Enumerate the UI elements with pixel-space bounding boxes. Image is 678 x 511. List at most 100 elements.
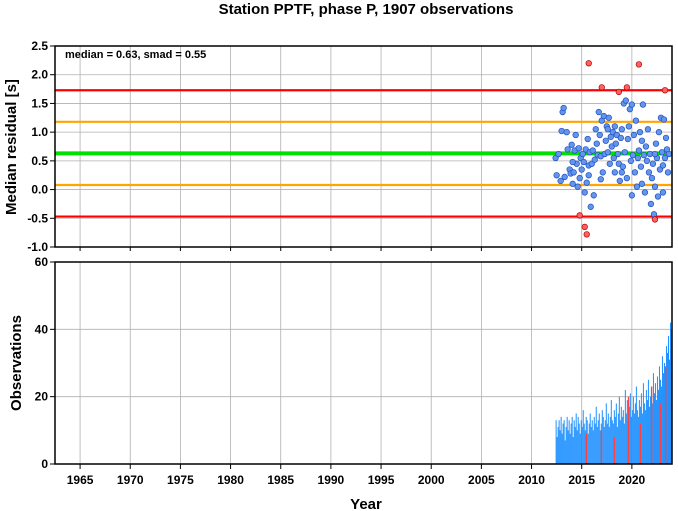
observation-bar xyxy=(642,383,644,464)
residual-point xyxy=(593,140,600,147)
residual-point xyxy=(570,169,577,176)
outlier-point xyxy=(661,87,669,94)
observation-bar xyxy=(624,389,626,464)
observation-bar xyxy=(651,403,653,464)
observation-bar xyxy=(592,430,594,464)
residual-y-tick-label: 0.0 xyxy=(31,183,48,197)
observation-bar xyxy=(558,420,560,464)
residual-point xyxy=(564,146,571,153)
year-x-axis-label: Year xyxy=(350,496,382,511)
observation-bar xyxy=(630,416,632,464)
observation-bar xyxy=(561,433,563,464)
residual-point xyxy=(637,163,645,170)
residual-point xyxy=(604,126,611,133)
observation-bar xyxy=(637,416,639,464)
outlier-observation-bar xyxy=(659,403,662,464)
outlier-observation-bar xyxy=(650,386,653,464)
residual-point xyxy=(592,126,599,133)
residual-point xyxy=(585,172,592,179)
median-smad-annotation: median = 0.63, smad = 0.55 xyxy=(65,49,206,61)
outlier-observation-bar xyxy=(627,396,630,464)
residual-point xyxy=(623,174,631,182)
outlier-point xyxy=(583,231,590,238)
year-x-tick-label: 1990 xyxy=(318,473,345,487)
residual-y-axis-label: Median residual [s] xyxy=(3,79,20,215)
observation-bar xyxy=(633,413,635,464)
residual-point xyxy=(606,160,613,167)
residual-point xyxy=(553,172,560,179)
observation-bar xyxy=(667,336,669,464)
residual-point xyxy=(569,180,576,187)
outlier-point xyxy=(635,61,643,68)
observation-bar xyxy=(656,376,658,464)
observation-bar xyxy=(560,416,562,464)
observation-bar xyxy=(621,416,623,464)
residual-point xyxy=(597,176,604,183)
residual-point xyxy=(616,177,623,185)
observation-bar xyxy=(649,396,651,464)
residual-point xyxy=(624,135,632,143)
residual-point xyxy=(602,137,609,144)
observations-bars xyxy=(555,322,672,464)
observation-bar xyxy=(614,416,616,464)
residual-y-tick-label: 1.0 xyxy=(31,125,48,139)
outlier-point xyxy=(623,84,631,91)
observation-bar xyxy=(648,406,650,464)
observation-bar xyxy=(638,400,640,464)
residual-point xyxy=(634,154,642,162)
residual-point xyxy=(651,183,659,190)
residual-point xyxy=(640,151,648,159)
observation-bar xyxy=(572,437,574,464)
residual-point xyxy=(627,157,635,165)
observation-bar xyxy=(662,373,664,464)
residual-point xyxy=(659,189,667,196)
residual-y-ticks: -1.0 -0.5 0.0 0.5 1.0 1.5 2.0 2.5 xyxy=(27,39,633,254)
residual-point xyxy=(644,126,652,133)
observation-bar xyxy=(631,410,633,464)
observation-bar xyxy=(658,366,660,464)
observation-bar xyxy=(644,410,646,464)
year-x-tick-label: 1965 xyxy=(67,473,94,487)
observation-bar xyxy=(587,433,589,464)
outlier-observation-bar xyxy=(585,433,588,464)
residual-point xyxy=(583,179,590,186)
residual-point xyxy=(662,134,670,142)
residual-point xyxy=(649,160,657,167)
observations-y-axis-label: Observations xyxy=(8,315,25,411)
residual-point xyxy=(651,150,659,158)
year-x-tick-label: 2005 xyxy=(468,473,495,487)
observation-bar xyxy=(555,420,557,464)
residual-point xyxy=(568,141,575,148)
outlier-point xyxy=(651,216,659,223)
residual-point xyxy=(604,149,611,156)
observation-bar xyxy=(620,406,622,464)
observation-bar xyxy=(604,420,606,464)
residual-point xyxy=(618,126,625,133)
outlier-observation-bar xyxy=(600,430,603,464)
residual-point xyxy=(591,156,598,163)
year-x-tick-label: 2020 xyxy=(619,473,646,487)
year-x-ticks: 1965 1970 1975 1980 1985 1990 1995 2000 2005 2010… xyxy=(67,464,646,487)
observation-bar xyxy=(581,426,583,464)
residual-point xyxy=(630,131,638,139)
observation-bar xyxy=(623,423,625,464)
residual-point xyxy=(659,162,667,169)
residual-point xyxy=(576,174,583,182)
observation-bar xyxy=(655,400,657,464)
observation-bar xyxy=(618,396,620,464)
observation-bar xyxy=(556,437,558,464)
observation-bar xyxy=(573,420,575,464)
observation-bar xyxy=(653,393,655,464)
observation-bar xyxy=(609,416,611,464)
observation-bar xyxy=(617,413,619,464)
outlier-observation-bar xyxy=(613,437,616,464)
year-x-tick-label: 1975 xyxy=(167,473,194,487)
observation-bar xyxy=(557,426,559,464)
observation-bar xyxy=(578,423,580,464)
outlier-point xyxy=(576,212,583,219)
outlier-observation-bar xyxy=(664,366,667,464)
observations-panel-border xyxy=(54,261,673,465)
observation-bar xyxy=(634,403,636,464)
observation-bar xyxy=(615,403,617,464)
residual-panel: -1.0 -0.5 0.0 0.5 1.0 1.5 2.0 2.5 median = 0.63… xyxy=(3,39,673,254)
